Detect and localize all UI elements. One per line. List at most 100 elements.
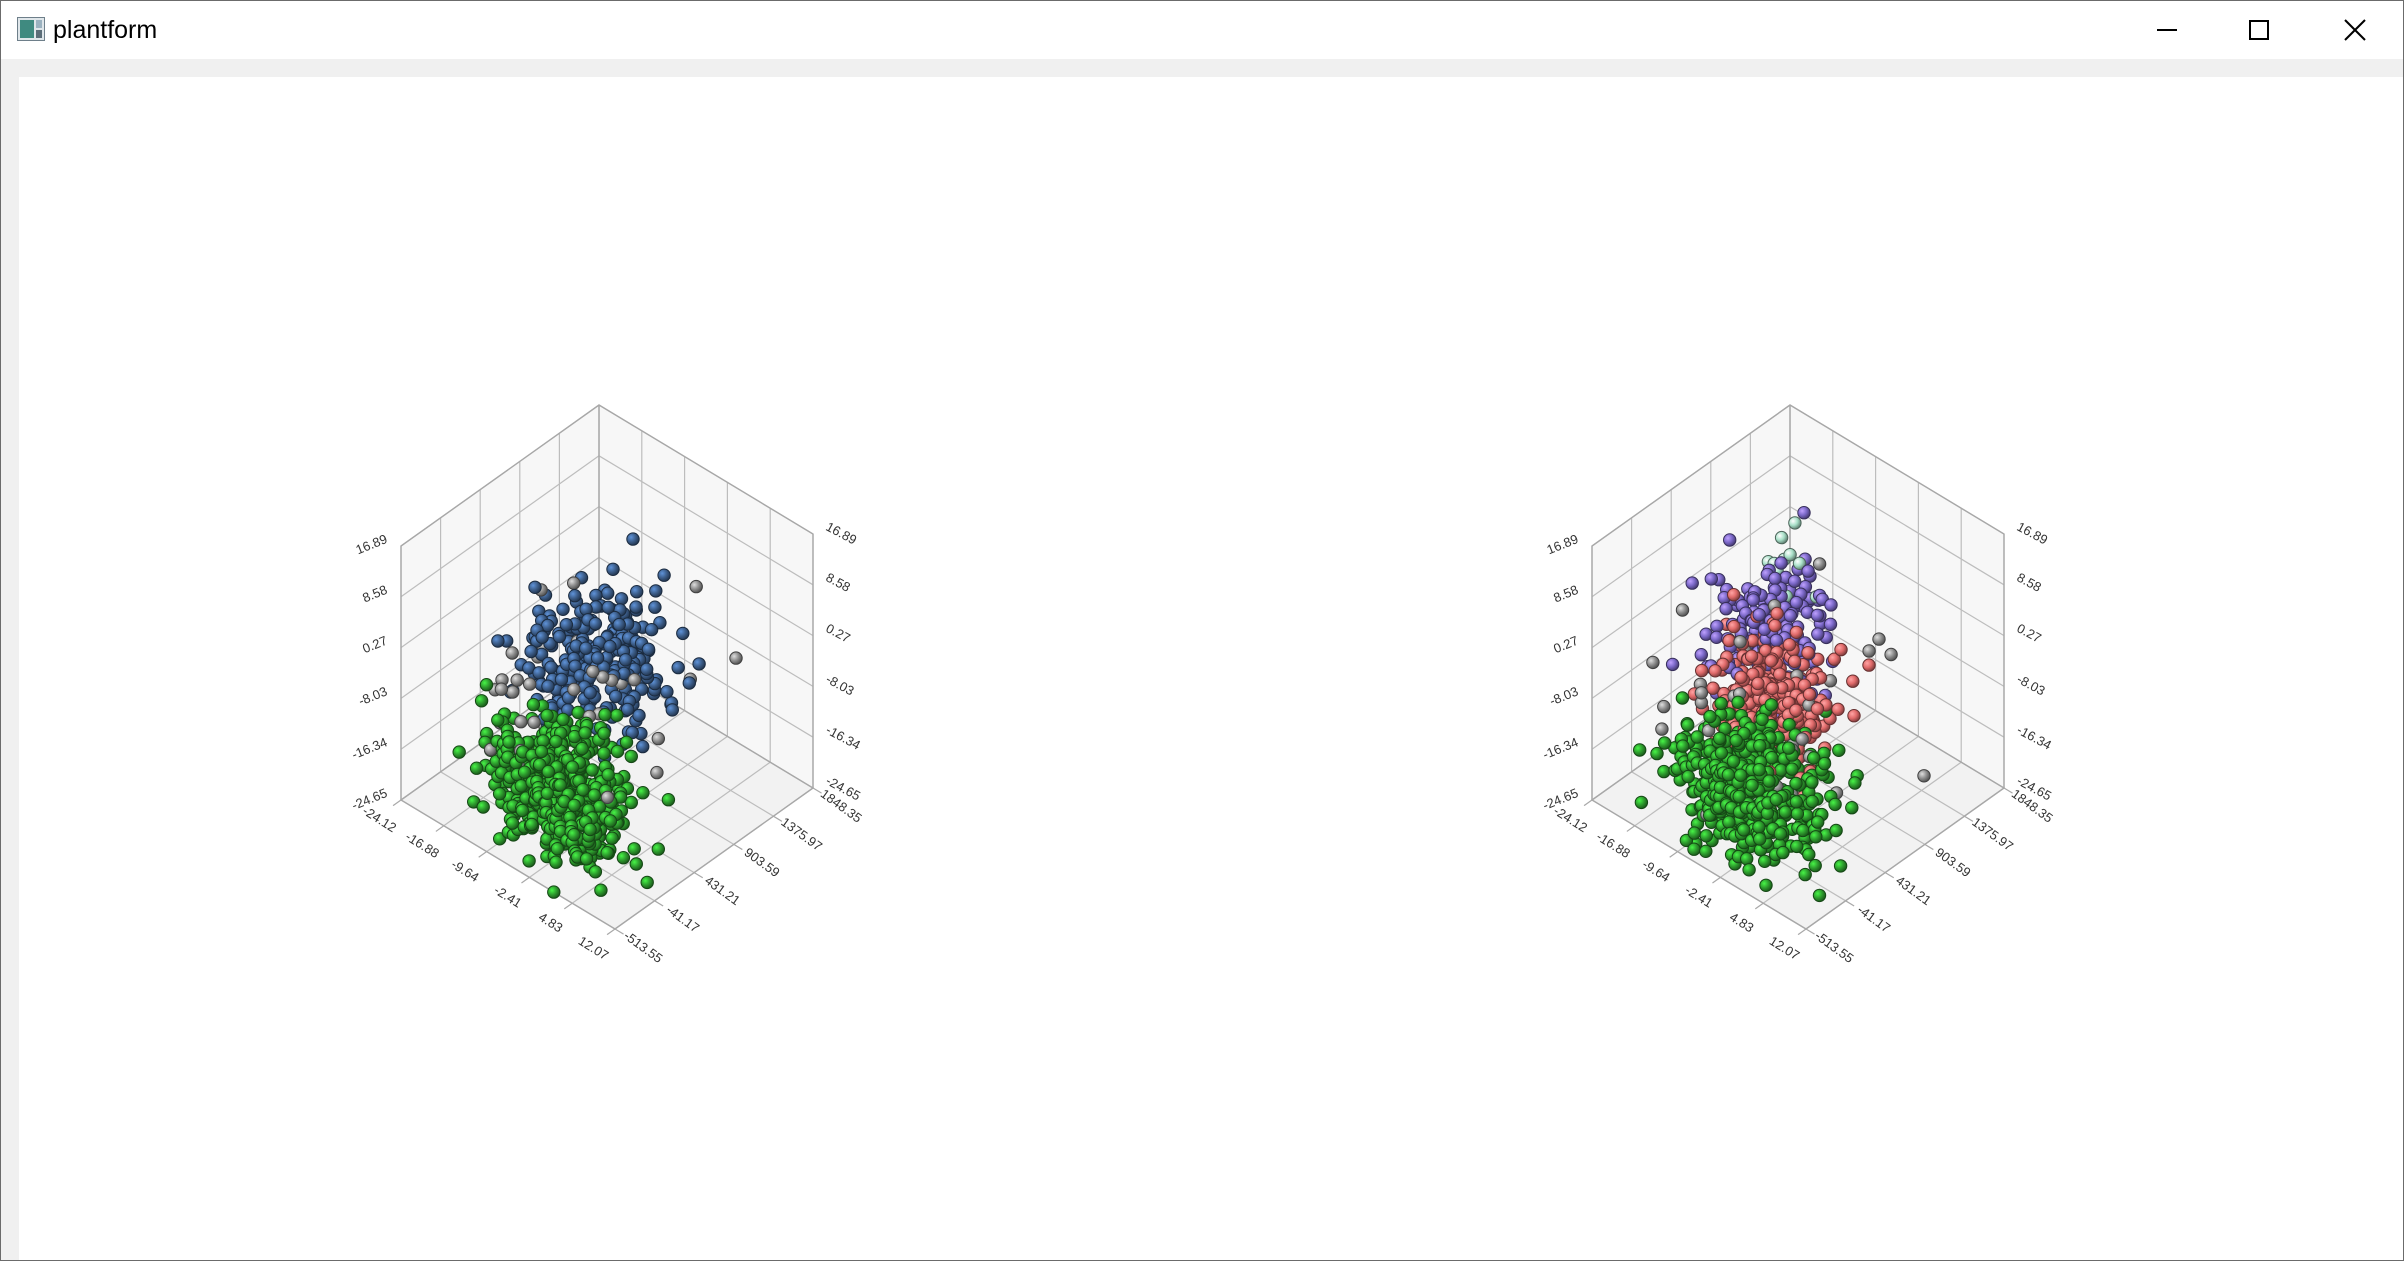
x-tick-label: -9.64 — [1640, 856, 1673, 884]
y-tick-label: 1375.97 — [1969, 814, 2016, 854]
scatter-point — [1832, 743, 1846, 757]
window-title: plantform — [53, 16, 158, 44]
scatter-point — [1657, 699, 1671, 714]
title-bar[interactable]: plantform — [1, 1, 2403, 59]
scatter-point — [506, 685, 520, 699]
scatter-point — [651, 731, 665, 746]
tick-mark — [435, 825, 445, 832]
z-tick-label-left: 16.89 — [1545, 531, 1581, 557]
z-tick-label-right: -8.03 — [823, 671, 856, 698]
scatter-point — [594, 883, 608, 897]
scatter-point — [1827, 652, 1842, 666]
scatter-point — [1753, 739, 1767, 753]
scatter-point — [544, 660, 558, 674]
scatter-point — [1714, 696, 1728, 711]
scatter-3d-chart-2[interactable]: -24.12-16.88-9.64-2.414.8312.071848.3513… — [1541, 404, 2056, 966]
scatter-point — [1795, 732, 1809, 746]
back-left-pane — [1592, 405, 1790, 800]
scatter-point — [1751, 676, 1765, 691]
scatter-point — [1727, 588, 1741, 602]
scatter-point — [1703, 709, 1717, 724]
scatter-point — [1694, 686, 1709, 700]
scatter-3d-chart-1[interactable]: -24.12-16.88-9.64-2.414.8312.071848.3513… — [350, 404, 865, 966]
scatter-point — [1792, 556, 1807, 570]
z-tick-label-left: 16.89 — [354, 531, 390, 557]
scatter-point — [578, 726, 592, 740]
scatter-point — [661, 793, 676, 807]
scatter-point — [586, 664, 600, 679]
scatter-point — [1817, 756, 1832, 771]
x-tick-label: -9.64 — [449, 856, 482, 884]
z-tick-label-right: -8.03 — [2014, 671, 2047, 698]
maximize-button[interactable] — [2211, 1, 2307, 59]
scatter-point — [525, 817, 539, 832]
scatter-point — [550, 842, 565, 856]
x-tick-label: 12.07 — [1767, 933, 1803, 963]
scatter-point — [1704, 572, 1719, 586]
scatter-point — [1708, 664, 1722, 678]
scatter-point — [1805, 775, 1819, 789]
scatter-point — [517, 765, 532, 779]
tick-mark — [1845, 900, 1855, 907]
scatter-point — [1831, 702, 1845, 716]
scatter-point — [676, 626, 690, 641]
tick-mark — [1626, 825, 1636, 832]
x-tick-label: 4.83 — [1727, 909, 1756, 935]
z-tick-label-left: 8.58 — [1551, 582, 1580, 605]
scatter-point — [554, 672, 569, 687]
scatter-point — [1765, 751, 1779, 765]
tick-mark — [812, 787, 822, 794]
scatter-point — [1783, 548, 1797, 562]
grid-line — [598, 455, 814, 586]
scatter-point — [1802, 687, 1817, 702]
z-tick-label-left: -8.03 — [1547, 684, 1580, 709]
app-icon — [17, 17, 45, 41]
scatter-point — [556, 602, 570, 616]
scatter-point — [600, 790, 615, 805]
minimize-button[interactable] — [2119, 1, 2215, 59]
scatter-point — [491, 634, 505, 648]
scatter-point — [1790, 839, 1804, 854]
z-tick-label-right: 8.58 — [2014, 570, 2043, 595]
scatter-point — [1787, 654, 1802, 668]
toolbar-strip — [1, 59, 2403, 77]
scatter-point — [644, 623, 659, 637]
scatter-3d-canvas[interactable]: -24.12-16.88-9.64-2.414.8312.071848.3513… — [19, 77, 2403, 1260]
scatter-point — [601, 600, 615, 614]
grid-line — [1789, 455, 2005, 586]
scatter-point — [1729, 733, 1743, 748]
scatter-point — [547, 885, 561, 899]
scatter-point — [614, 592, 629, 606]
scatter-point — [1809, 830, 1823, 844]
grid-line — [571, 761, 771, 904]
close-button[interactable] — [2307, 1, 2403, 59]
scatter-point — [1810, 702, 1825, 716]
scatter-point — [565, 760, 580, 774]
scatter-point — [729, 651, 743, 665]
scatter-point — [523, 677, 537, 691]
grid-line — [400, 506, 600, 649]
scatter-point — [1768, 618, 1782, 633]
x-tick-label: -2.41 — [1682, 882, 1715, 910]
scatter-point — [571, 705, 585, 720]
scatter-point — [1706, 681, 1720, 695]
x-tick-label: -16.88 — [1594, 829, 1633, 861]
tick-mark — [1884, 872, 1895, 879]
maximize-icon — [2249, 20, 2269, 40]
scatter-point — [524, 644, 538, 659]
scatter-point — [601, 768, 615, 782]
scatter-point — [1744, 649, 1759, 663]
scatter-point — [1846, 674, 1860, 688]
scatter-point — [556, 712, 570, 727]
scatter-point — [1833, 859, 1848, 873]
minimize-icon — [2157, 29, 2177, 31]
scatter-point — [1665, 657, 1680, 672]
scatter-point — [1810, 608, 1825, 622]
scatter-point — [583, 686, 597, 700]
scatter-point — [1774, 556, 1788, 570]
scatter-point — [660, 685, 674, 699]
scatter-point — [1752, 820, 1766, 834]
grid-line — [400, 556, 600, 699]
grid-line — [1591, 556, 1791, 699]
